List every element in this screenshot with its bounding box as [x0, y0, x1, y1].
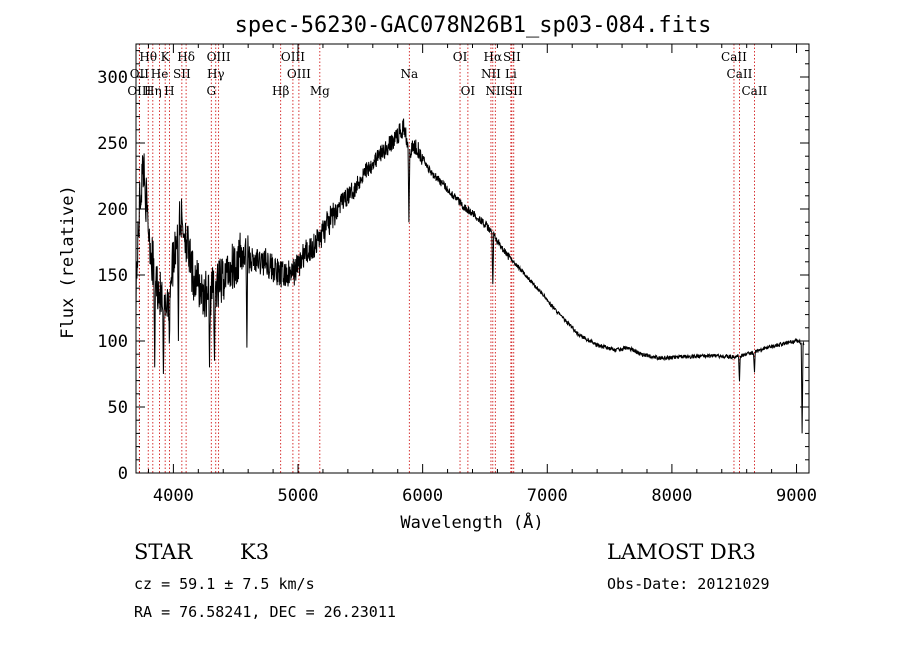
spectral-line-label: Hα [484, 50, 503, 64]
spectral-line-label: CaII [741, 84, 767, 98]
x-tick-label: 9000 [776, 486, 817, 506]
x-tick-label: 4000 [153, 486, 194, 506]
spectral-line-label: CaII [721, 50, 747, 64]
spectral-line-label: OIII [287, 67, 311, 81]
x-tick-label: 5000 [278, 486, 319, 506]
spectral-line-label: Mg [310, 84, 330, 98]
spectral-line-label: Hη [144, 84, 162, 98]
y-axis-ticks: 0 50 100 150 200 250 300 [97, 50, 809, 484]
spectral-line-label: SII [173, 67, 191, 81]
redshift-text: cz = 59.1 ± 7.5 km/s [134, 575, 315, 593]
y-axis-label: Flux (relative) [58, 185, 78, 339]
spectral-line-label: Li [505, 67, 517, 81]
spectral-line-label: Na [400, 67, 418, 81]
spectral-line-label: OIII [127, 84, 151, 98]
spectral-line-label: Hθ [139, 50, 157, 64]
y-tick-label: 0 [118, 464, 128, 484]
spectral-line-label: CaII [727, 67, 753, 81]
spectrum-line [135, 118, 805, 434]
y-tick-label: 150 [97, 266, 128, 286]
spectral-line-label: OI [461, 84, 476, 98]
spectral-line-label: K [161, 50, 171, 64]
object-subclass: K3 [240, 540, 270, 564]
spectral-line-label: H [164, 84, 174, 98]
x-tick-label: 7000 [527, 486, 568, 506]
spectral-line-label: G [206, 84, 216, 98]
chart-title: spec-56230-GAC078N26B1_sp03-084.fits [235, 13, 712, 38]
object-class: STAR [134, 540, 193, 564]
survey-name: LAMOST DR3 [607, 540, 756, 564]
coordinates: RA = 76.58241, DEC = 26.23011 [134, 603, 396, 621]
spectral-line-label: OI [453, 50, 468, 64]
y-tick-label: 250 [97, 134, 128, 154]
y-tick-label: 300 [97, 68, 128, 88]
y-tick-label: 50 [108, 398, 128, 418]
x-axis-label: Wavelength (Å) [400, 511, 543, 533]
spectral-line-label: OIII [207, 50, 231, 64]
spectral-line-label: NII [485, 84, 505, 98]
spectral-line-markers [138, 44, 755, 473]
obs-date: Obs-Date: 20121029 [607, 575, 770, 593]
spectral-line-label: NII [481, 67, 501, 81]
y-tick-label: 100 [97, 332, 128, 352]
y-tick-label: 200 [97, 200, 128, 220]
spectral-line-label: SII [505, 84, 523, 98]
spectral-line-label: SII [503, 50, 521, 64]
x-tick-label: 8000 [651, 486, 692, 506]
x-tick-label: 6000 [402, 486, 443, 506]
spectral-line-label: Hγ [207, 67, 225, 81]
x-axis-ticks: 4000 5000 6000 7000 8000 9000 [147, 44, 817, 506]
spectral-line-label: OIII [281, 50, 305, 64]
spectral-line-label: He [151, 67, 169, 81]
spectral-line-label: Hδ [177, 50, 195, 64]
spectral-line-label: OII [130, 67, 150, 81]
spectral-line-label: Hβ [272, 84, 289, 98]
